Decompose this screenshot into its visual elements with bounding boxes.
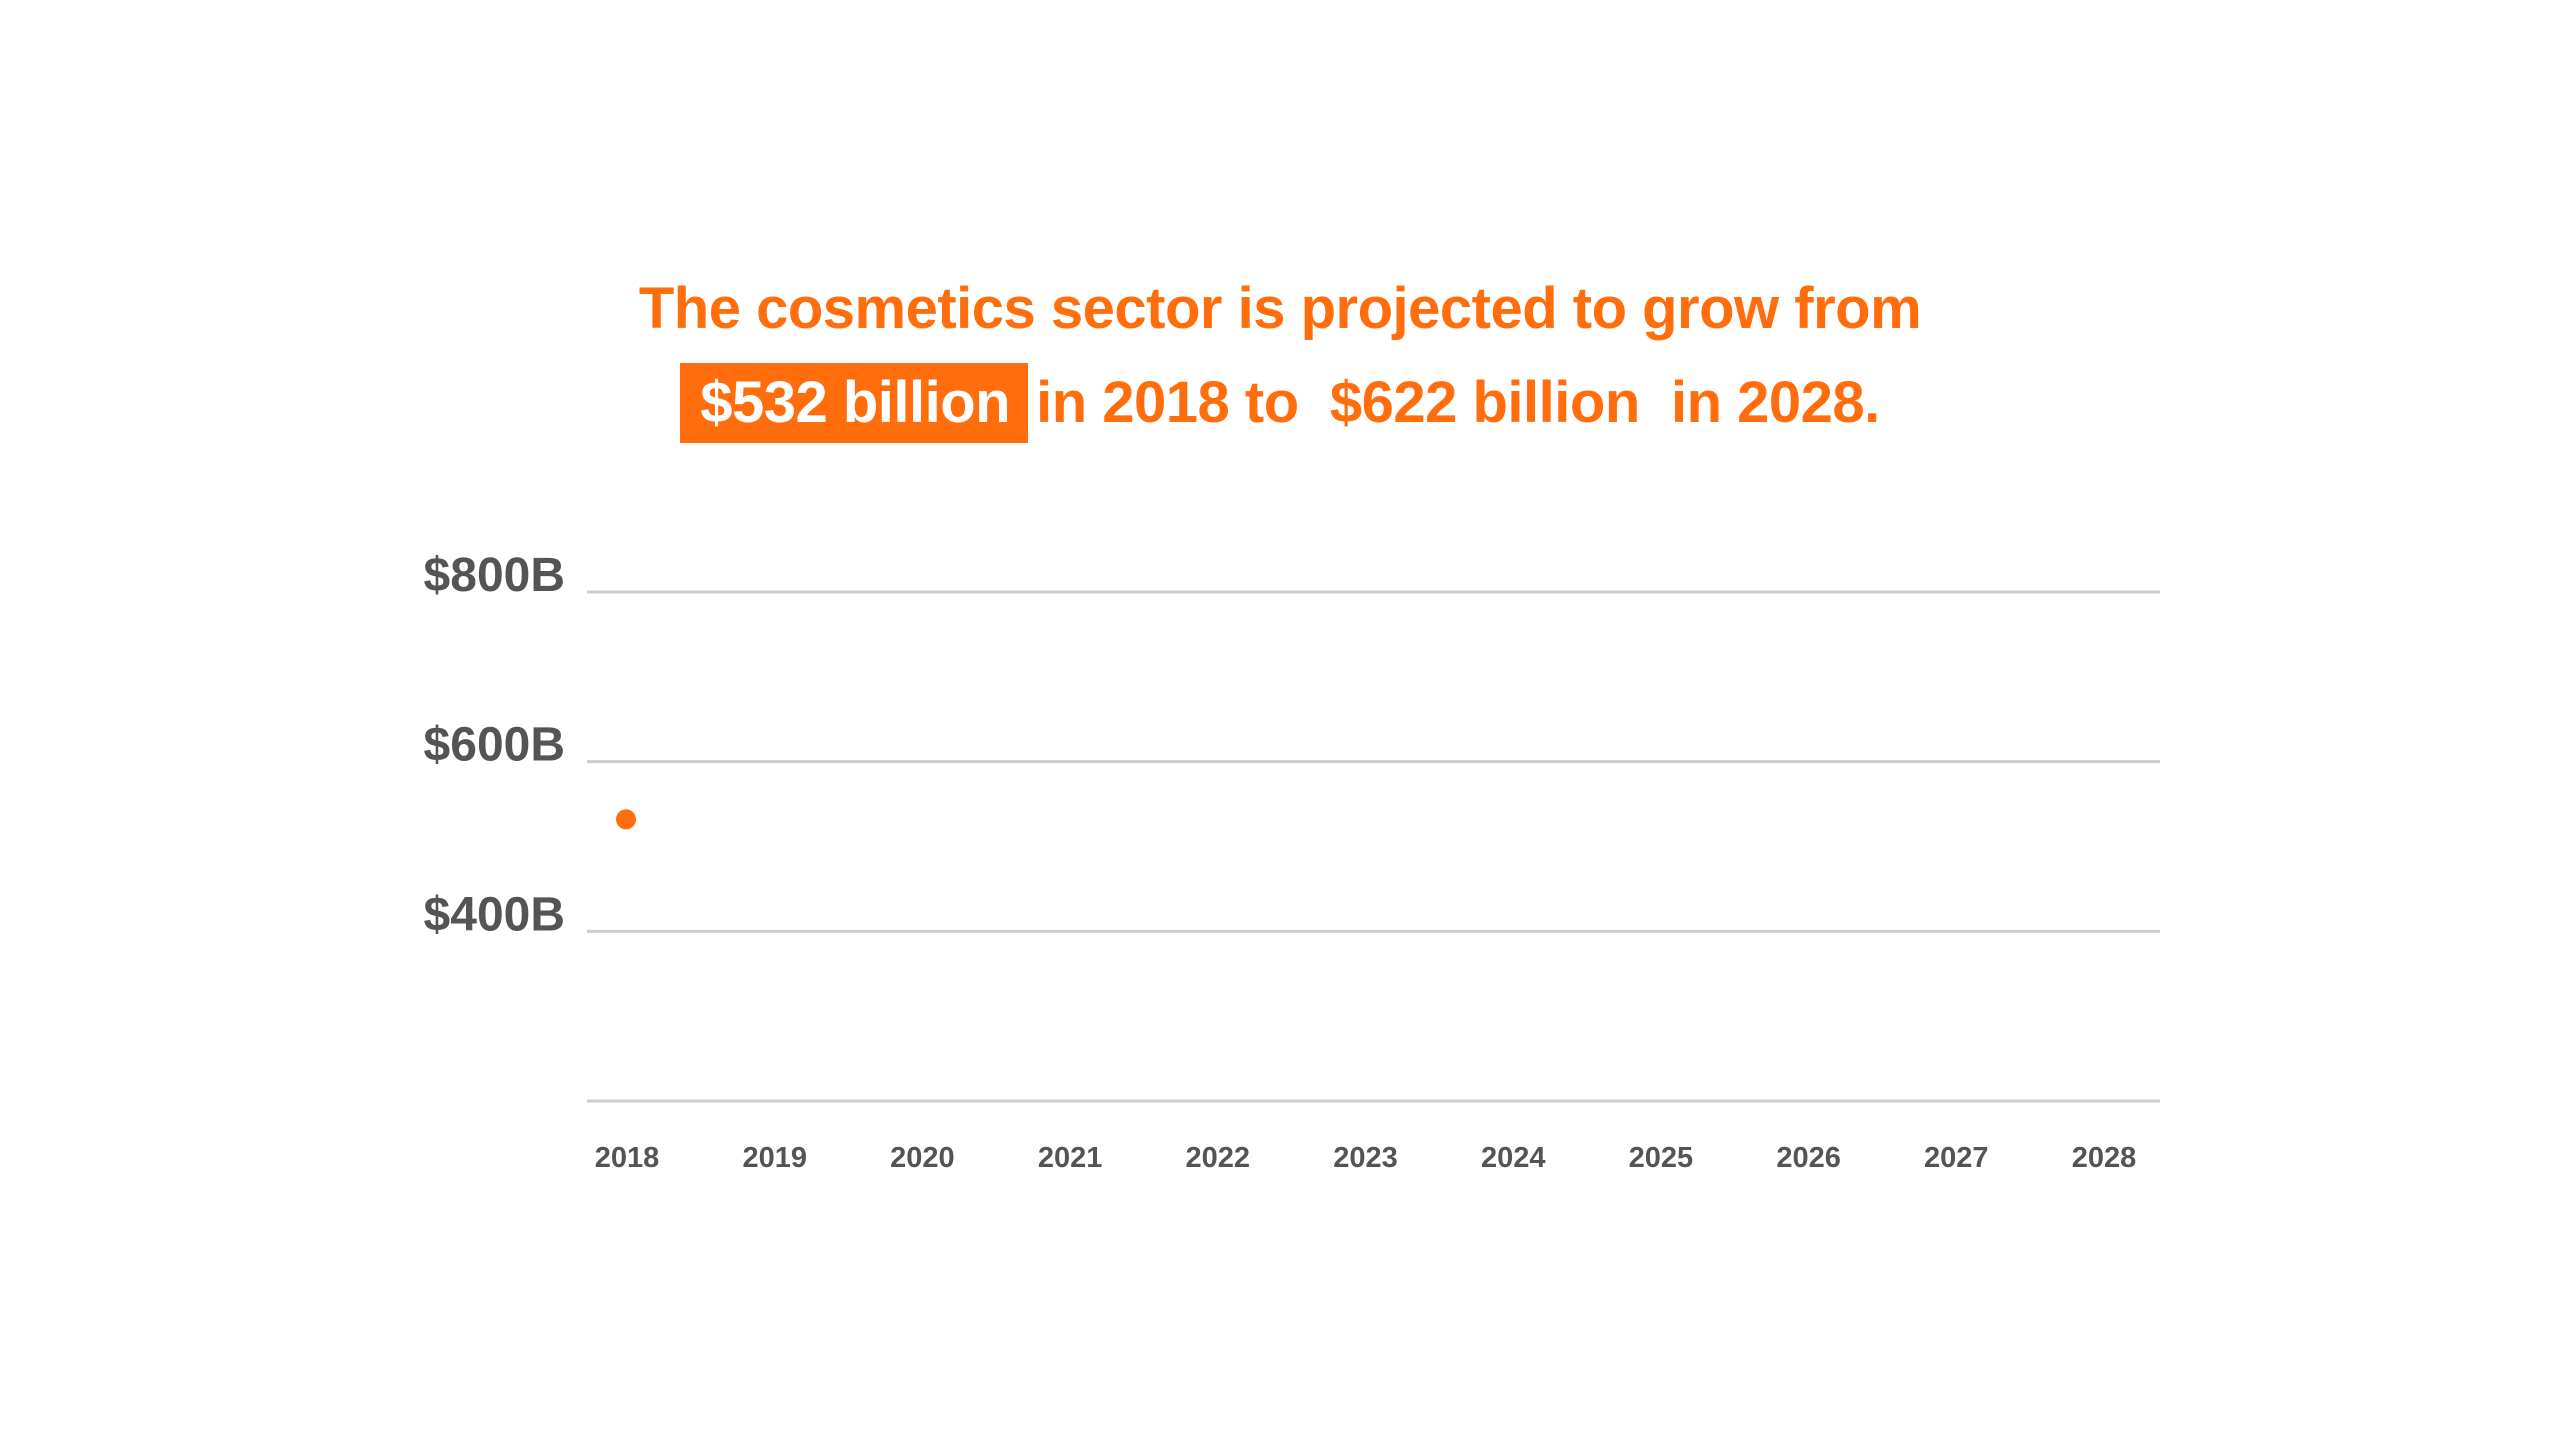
x-tick-label: 2018: [595, 1142, 660, 1174]
x-tick-label: 2024: [1481, 1142, 1546, 1174]
headline-line-1: The cosmetics sector is projected to gro…: [638, 276, 1922, 341]
y-axis-ticks: $400B $600B $800B: [424, 549, 565, 941]
highlight-value-2018: $532 billion: [680, 363, 1029, 443]
headline-text-mid: in 2018 to: [1036, 370, 1299, 435]
x-tick-label: 2026: [1776, 1142, 1841, 1174]
value-2028: $622 billion: [1329, 370, 1640, 435]
data-points: [616, 809, 636, 830]
y-tick-label: $600B: [424, 719, 565, 772]
headline-line-2: $532 billion in 2018 to $622 billion in 2…: [0, 356, 2560, 450]
x-tick-label: 2023: [1333, 1142, 1398, 1174]
x-tick-label: 2027: [1924, 1142, 1989, 1174]
x-tick-label: 2022: [1186, 1142, 1251, 1174]
x-tick-label: 2019: [742, 1142, 807, 1174]
x-tick-label: 2028: [2072, 1142, 2137, 1174]
x-tick-label: 2025: [1629, 1142, 1694, 1174]
headline: The cosmetics sector is projected to gro…: [0, 262, 2560, 450]
x-tick-label: 2021: [1038, 1142, 1103, 1174]
y-tick-label: $800B: [424, 549, 565, 602]
headline-text-end: in 2028.: [1670, 370, 1880, 435]
x-tick-label: 2020: [890, 1142, 955, 1174]
x-axis-ticks: 2018 2019 2020 2021 2022 2023 2024 2025 2026 2027…: [595, 1142, 2137, 1174]
data-point: [616, 809, 636, 830]
y-tick-label: $400B: [424, 888, 565, 941]
grid-lines: [587, 590, 2160, 1103]
